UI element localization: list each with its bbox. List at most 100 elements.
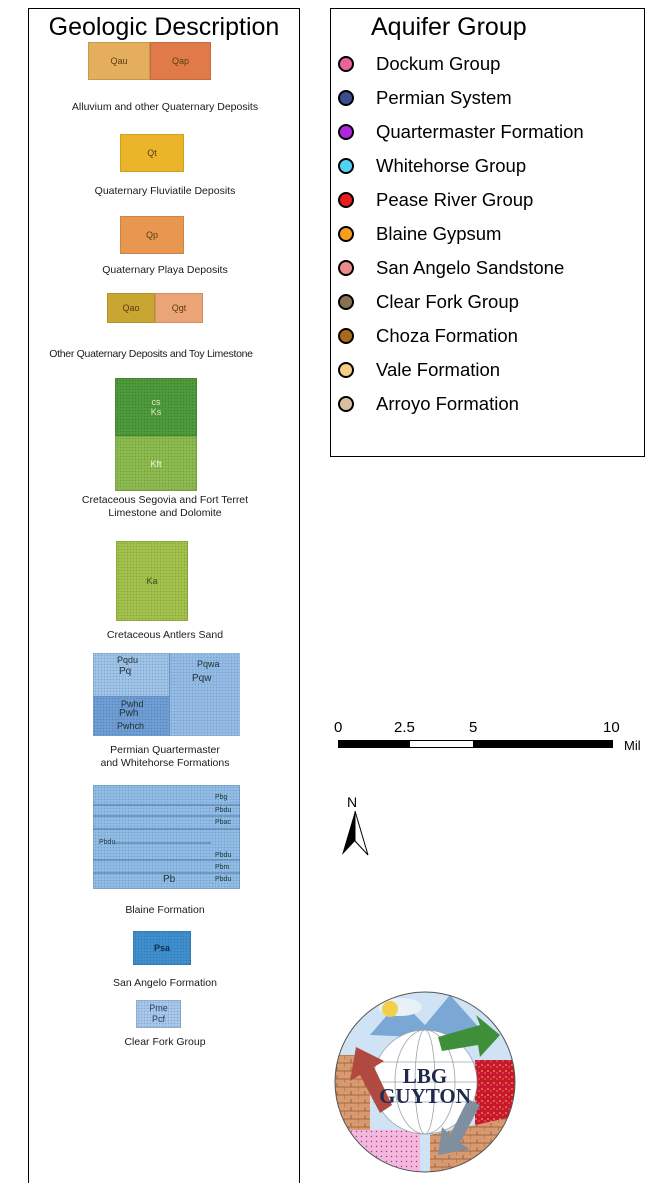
- aquifer-item-arroyo-formation: Arroyo Formation: [338, 393, 519, 415]
- scale-label-2-5: 2.5: [394, 719, 415, 736]
- caption-other-quaternary: Other Quaternary Deposits and Toy Limest…: [49, 348, 253, 360]
- label-pb: Pb: [163, 874, 176, 885]
- geologic-description-panel: Geologic Description Qau Qap Alluvium an…: [28, 8, 300, 1183]
- aquifer-item-label: Permian System: [376, 87, 512, 108]
- label-pqdu: Pqdu: [117, 655, 139, 665]
- logo-arrow-left: [350, 1047, 392, 1113]
- caption-segovia-line1: Cretaceous Segovia and Fort Terret: [81, 494, 249, 506]
- caption-fluviatile: Quaternary Fluviatile Deposits: [94, 185, 236, 197]
- aquifer-item-blaine-gypsum: Blaine Gypsum: [338, 223, 501, 245]
- caption-playa: Quaternary Playa Deposits: [102, 264, 228, 276]
- aquifer-item-label: Clear Fork Group: [376, 291, 519, 312]
- scale-segment-3: [474, 740, 613, 748]
- aquifer-item-label: Arroyo Formation: [376, 393, 519, 414]
- label-pbdu-3: Pbdu: [215, 852, 232, 859]
- swatch-qt: Qt: [120, 134, 184, 172]
- swatch-qao: Qao: [107, 293, 155, 323]
- label-pbdu-2: Pbdu: [99, 839, 116, 846]
- aquifer-item-permian-system: Permian System: [338, 87, 512, 109]
- logo-bottom-left: [335, 1130, 420, 1172]
- caption-quartermaster-line2: and Whitehorse Formations: [100, 757, 230, 769]
- logo-arrow-bottom: [438, 1099, 480, 1155]
- label-pwhd: Pwhd: [121, 699, 144, 709]
- dockum-group-marker: [338, 56, 354, 72]
- swatch-pcf: Pme Pcf: [136, 1000, 181, 1028]
- aquifer-item-dockum-group: Dockum Group: [338, 53, 500, 75]
- label-pq: Pq: [119, 666, 132, 677]
- swatch-qt-label: Qt: [147, 148, 157, 158]
- aquifer-item-label: Pease River Group: [376, 189, 534, 210]
- swatch-qau: Qau: [88, 42, 150, 80]
- swatch-ks-label: Ks: [150, 407, 162, 417]
- label-pbac: Pbac: [215, 819, 231, 826]
- aquifer-group-panel: Aquifer Group Dockum Group Permian Syste…: [330, 8, 645, 457]
- caption-blaine: Blaine Formation: [125, 904, 205, 916]
- caption-alluvium: Alluvium and other Quaternary Deposits: [71, 101, 259, 113]
- swatch-qao-label: Qao: [122, 303, 140, 313]
- scale-unit: Mil: [624, 738, 641, 753]
- caption-clear-fork: Clear Fork Group: [124, 1036, 206, 1048]
- label-pbdu-4: Pbdu: [215, 876, 232, 883]
- north-arrow-icon: [342, 811, 369, 856]
- north-arrow-right-half: [354, 811, 369, 856]
- blaine-gypsum-marker: [338, 226, 354, 242]
- aquifer-item-pease-river-group: Pease River Group: [338, 189, 533, 211]
- logo-globe: [335, 992, 515, 1172]
- aquifer-item-label: San Angelo Sandstone: [376, 257, 565, 278]
- aquifer-item-whitehorse-group: Whitehorse Group: [338, 155, 526, 177]
- label-pqw: Pqw: [192, 673, 212, 684]
- swatch-ka-label: Ka: [146, 576, 158, 586]
- caption-quartermaster-line1: Permian Quartermaster: [110, 744, 220, 756]
- aquifer-group-title: Aquifer Group: [371, 13, 527, 41]
- logo-outline: [334, 991, 516, 1173]
- arroyo-formation-marker: [338, 396, 354, 412]
- label-pwh: Pwh: [119, 708, 139, 719]
- logo-arrow-top: [438, 1015, 500, 1057]
- choza-formation-marker: [338, 328, 354, 344]
- swatch-ka: Ka: [116, 541, 188, 621]
- aquifer-item-label: Blaine Gypsum: [376, 223, 502, 244]
- scale-segment-1: [338, 740, 409, 748]
- north-label: N: [347, 794, 358, 810]
- scale-label-0: 0: [334, 719, 343, 736]
- label-pqwa: Pqwa: [197, 659, 220, 669]
- aquifer-item-clear-fork-group: Clear Fork Group: [338, 291, 519, 313]
- logo-text-lbg: LBG: [402, 1064, 448, 1088]
- whitehorse-group-marker: [338, 158, 354, 174]
- swatch-qgt-label: Qgt: [171, 303, 187, 313]
- swatch-qap-label: Qap: [171, 56, 189, 66]
- vale-formation-marker: [338, 362, 354, 378]
- swatch-pqw: [169, 653, 240, 736]
- scale-label-5: 5: [469, 719, 478, 736]
- aquifer-item-quartermaster-formation: Quartermaster Formation: [338, 121, 584, 143]
- pease-river-group-marker: [338, 192, 354, 208]
- geologic-description-title: Geologic Description: [48, 13, 280, 41]
- swatch-qau-label: Qau: [110, 56, 128, 66]
- clear-fork-group-marker: [338, 294, 354, 310]
- caption-san-angelo: San Angelo Formation: [113, 977, 217, 989]
- logo-text-guyton: GUYTON: [379, 1084, 471, 1108]
- swatch-ks: cs Ks: [115, 378, 197, 436]
- aquifer-item-label: Vale Formation: [376, 359, 501, 380]
- permian-system-marker: [338, 90, 354, 106]
- scale-segment-2: [409, 740, 474, 748]
- swatch-psa: Psa: [133, 931, 191, 965]
- label-pbdu-1: Pbdu: [215, 807, 232, 814]
- swatch-psa-label: Psa: [153, 943, 170, 953]
- caption-segovia-line2: Limestone and Dolomite: [108, 507, 222, 519]
- swatch-blaine: [93, 785, 240, 889]
- logo-right-strata: [475, 1060, 515, 1130]
- san-angelo-sandstone-marker: [338, 260, 354, 276]
- swatch-kft-label: Kft: [150, 458, 162, 469]
- aquifer-item-choza-formation: Choza Formation: [338, 325, 518, 347]
- aquifer-item-san-angelo-sandstone: San Angelo Sandstone: [338, 257, 564, 279]
- swatch-kft: Kft: [115, 436, 197, 491]
- aquifer-item-label: Dockum Group: [376, 53, 501, 74]
- quartermaster-formation-marker: [338, 124, 354, 140]
- swatch-pcf-label: Pcf: [151, 1014, 165, 1024]
- swatch-cs-label: cs: [151, 397, 161, 407]
- aquifer-item-label: Choza Formation: [376, 325, 518, 346]
- aquifer-item-label: Quartermaster Formation: [376, 121, 584, 142]
- swatch-pme-label: Pme: [149, 1003, 168, 1013]
- logo-sun: [382, 1001, 398, 1017]
